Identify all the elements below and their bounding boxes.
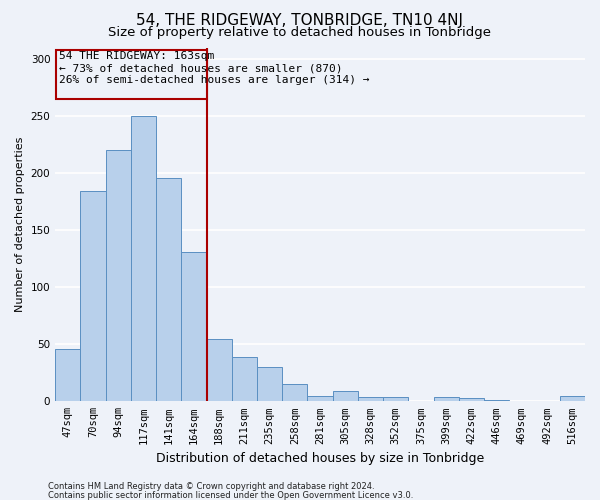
FancyBboxPatch shape — [56, 50, 206, 99]
Bar — [560, 396, 585, 402]
Text: 54, THE RIDGEWAY, TONBRIDGE, TN10 4NJ: 54, THE RIDGEWAY, TONBRIDGE, TN10 4NJ — [137, 12, 464, 28]
Text: 54 THE RIDGEWAY: 163sqm
← 73% of detached houses are smaller (870)
26% of semi-d: 54 THE RIDGEWAY: 163sqm ← 73% of detache… — [59, 52, 370, 84]
Bar — [459, 398, 484, 402]
Bar — [131, 116, 156, 402]
Bar — [55, 349, 80, 402]
Bar — [257, 367, 282, 402]
Bar — [232, 357, 257, 402]
Bar — [358, 396, 383, 402]
Bar — [307, 396, 332, 402]
Bar — [206, 338, 232, 402]
Bar — [106, 150, 131, 402]
Bar — [383, 396, 409, 402]
Text: Contains public sector information licensed under the Open Government Licence v3: Contains public sector information licen… — [48, 490, 413, 500]
Bar — [156, 178, 181, 402]
Bar — [434, 396, 459, 402]
Bar — [80, 192, 106, 402]
Y-axis label: Number of detached properties: Number of detached properties — [15, 136, 25, 312]
Bar — [282, 384, 307, 402]
Text: Size of property relative to detached houses in Tonbridge: Size of property relative to detached ho… — [109, 26, 491, 39]
Bar — [332, 391, 358, 402]
X-axis label: Distribution of detached houses by size in Tonbridge: Distribution of detached houses by size … — [156, 452, 484, 465]
Bar — [484, 400, 509, 402]
Text: Contains HM Land Registry data © Crown copyright and database right 2024.: Contains HM Land Registry data © Crown c… — [48, 482, 374, 491]
Bar — [181, 252, 206, 402]
